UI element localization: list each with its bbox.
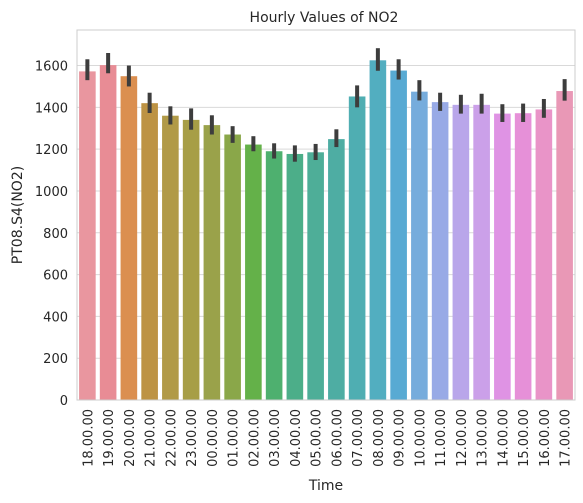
plot-frame [76, 29, 576, 401]
gridlines [77, 65, 575, 401]
bar-23.00.00 [182, 119, 200, 400]
x-tick-label: 06.00.00 [330, 409, 345, 467]
bar-21.00.00 [141, 103, 158, 400]
bar-11.00.00 [431, 102, 449, 400]
y-tick-label: 1600 [35, 60, 68, 75]
bar-12.00.00 [452, 104, 470, 401]
x-tick-label: 02.00.00 [247, 409, 262, 467]
error-bars-group [85, 48, 567, 162]
x-tick-label: 18.00.00 [81, 409, 96, 467]
y-tick-label: 1400 [35, 101, 68, 116]
bar-05.00.00 [307, 152, 324, 400]
y-tick-label: 0 [60, 394, 68, 409]
bar-06.00.00 [328, 139, 345, 400]
x-tick-label: 15.00.00 [517, 409, 532, 467]
x-tick-label: 17.00.00 [559, 409, 574, 467]
x-tick-label: 13.00.00 [476, 409, 491, 467]
y-tick-label: 600 [43, 269, 68, 284]
x-tick-label: 12.00.00 [455, 409, 470, 467]
y-tick-label: 1000 [35, 185, 68, 200]
bar-20.00.00 [120, 76, 138, 400]
bar-13.00.00 [473, 104, 490, 401]
bar-01.00.00 [224, 134, 241, 400]
bar-15.00.00 [514, 113, 532, 400]
x-axis-label: Time [308, 478, 343, 494]
chart-title: Hourly Values of NO2 [250, 10, 399, 26]
y-tick-label: 400 [43, 310, 68, 325]
x-tick-label: 21.00.00 [144, 409, 159, 467]
x-tick-label: 23.00.00 [185, 409, 200, 467]
y-tick-label: 200 [43, 352, 68, 367]
x-tick-label: 07.00.00 [351, 409, 366, 467]
y-axis-label: PT08.S4(NO2) [10, 166, 26, 264]
bar-07.00.00 [348, 96, 366, 400]
x-tick-label: 16.00.00 [538, 409, 553, 467]
y-tick-label: 1200 [35, 143, 68, 158]
x-tick-label: 00.00.00 [206, 409, 221, 467]
bar-08.00.00 [369, 60, 387, 401]
y-tick-label: 800 [43, 227, 68, 242]
bar-09.00.00 [390, 70, 407, 400]
x-tick-label: 10.00.00 [413, 409, 428, 467]
bar-10.00.00 [411, 91, 428, 401]
x-tick-label: 20.00.00 [123, 409, 138, 467]
x-tick-label: 22.00.00 [164, 409, 179, 467]
x-tick-label: 03.00.00 [268, 409, 283, 467]
x-tick-label: 14.00.00 [496, 409, 511, 467]
x-axis-ticks: 18.00.00 19.00.00 20.00.00 21.00.00 22.00.00… [81, 409, 573, 467]
bar-19.00.00 [99, 65, 117, 400]
bar-22.00.00 [162, 115, 179, 401]
bar-18.00.00 [79, 71, 96, 400]
bar-03.00.00 [265, 151, 283, 400]
bar-14.00.00 [494, 113, 511, 401]
x-tick-label: 04.00.00 [289, 409, 304, 467]
bars-group [79, 60, 573, 401]
x-tick-label: 01.00.00 [227, 409, 242, 467]
x-tick-label: 08.00.00 [372, 409, 387, 467]
x-tick-label: 05.00.00 [310, 409, 325, 467]
bar-02.00.00 [245, 144, 262, 400]
bar-17.00.00 [556, 91, 573, 400]
bar-16.00.00 [535, 109, 553, 400]
x-tick-label: 19.00.00 [102, 409, 117, 467]
bar-04.00.00 [286, 153, 304, 400]
x-tick-label: 09.00.00 [393, 409, 408, 467]
x-tick-label: 11.00.00 [434, 409, 449, 467]
y-axis-ticks: 0 200 400 600 800 1000 1200 1400 1600 [35, 60, 68, 409]
bar-00.00.00 [203, 125, 221, 401]
